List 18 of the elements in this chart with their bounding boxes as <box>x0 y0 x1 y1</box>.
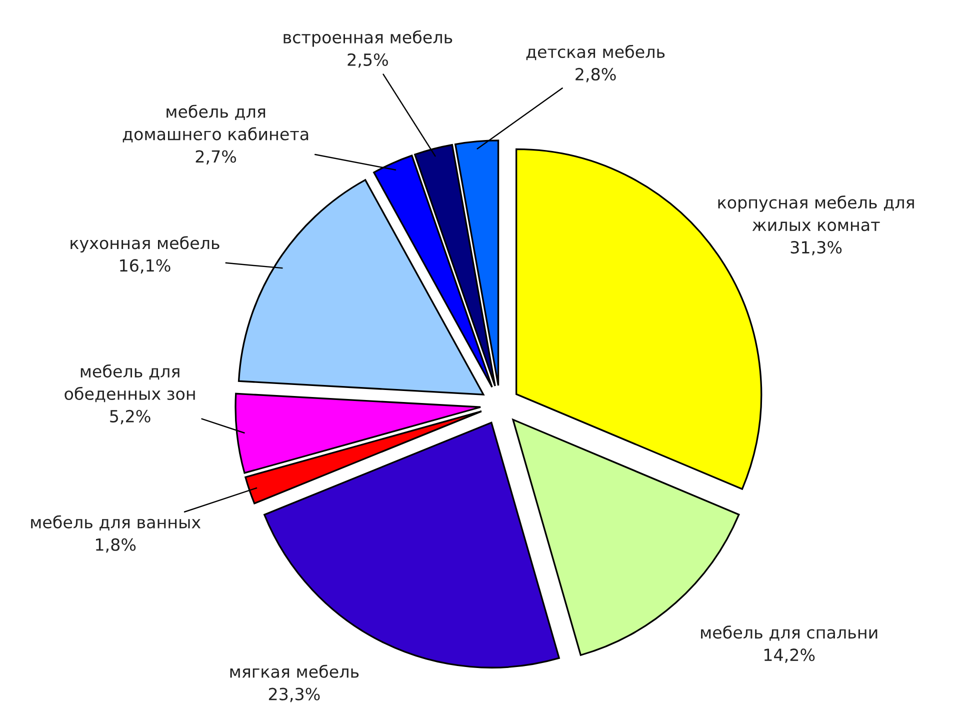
slice-label: мебель для ванных <box>31 515 201 531</box>
slice-label: мебель для домашнего кабинета <box>122 104 308 142</box>
slice-label: мягкая мебель <box>230 664 359 678</box>
data-label: 31,3% <box>790 240 842 256</box>
slice-label: встроенная мебель <box>284 30 452 47</box>
slice-label: детская мебель <box>526 44 665 60</box>
data-label: 1,8% <box>96 538 136 553</box>
data-label: 14,2% <box>764 648 815 663</box>
slice-label: мебель для обеденных зон <box>64 364 195 402</box>
data-label: 2,8% <box>576 68 616 82</box>
data-label: 2,5% <box>348 53 388 68</box>
slice-label: корпусная мебель для жилых комнат <box>718 195 914 232</box>
data-label: 2,7% <box>196 150 236 164</box>
data-label: 23,3% <box>268 688 320 702</box>
slice-label: мебель для спальни <box>701 626 878 641</box>
data-label: 5,2% <box>110 410 150 424</box>
data-label: 16,1% <box>120 259 170 274</box>
slice-label: кухонная мебель <box>70 236 220 253</box>
